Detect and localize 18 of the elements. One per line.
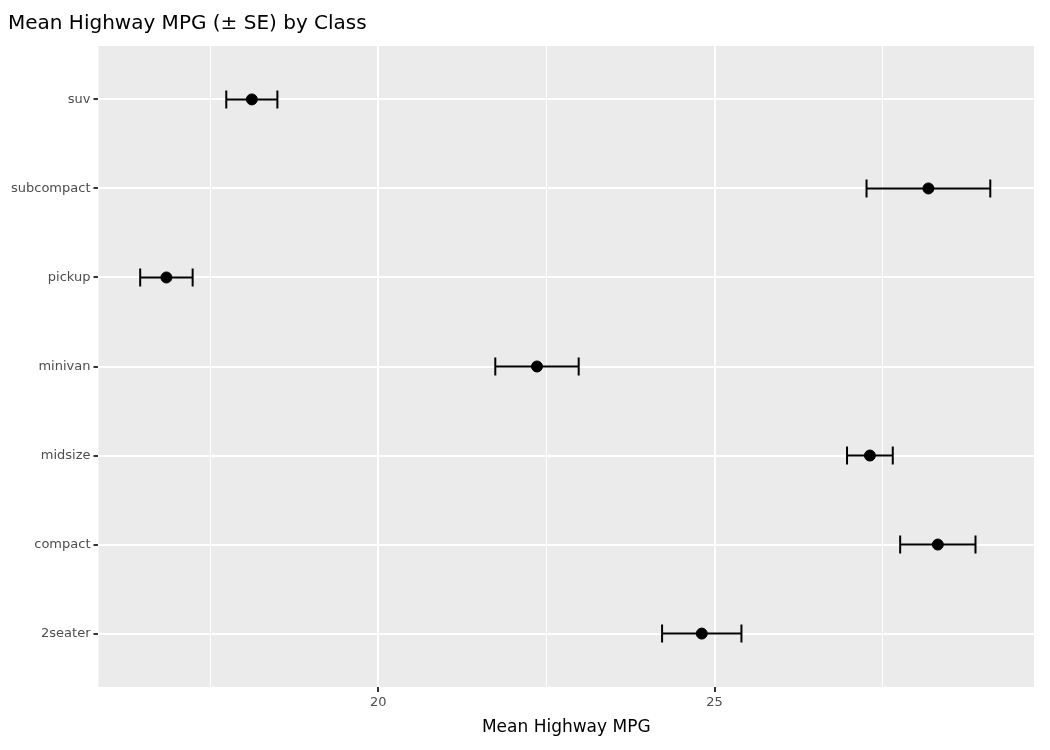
x-tick-label: 25 xyxy=(706,694,723,710)
y-tick-label: suv xyxy=(67,90,91,106)
x-axis-title: Mean Highway MPG xyxy=(481,716,651,737)
y-tick-label: pickup xyxy=(47,268,91,284)
point xyxy=(695,627,708,640)
chart-title: Mean Highway MPG (± SE) by Class xyxy=(8,10,367,35)
y-tick-label: 2seater xyxy=(41,624,92,640)
y-tick-label: subcompact xyxy=(10,179,91,195)
y-tick-label: midsize xyxy=(40,446,91,462)
point xyxy=(931,538,944,551)
y-tick-label: minivan xyxy=(38,357,91,373)
x-tick-label: 20 xyxy=(370,694,387,710)
point xyxy=(245,93,258,106)
y-tick-label: compact xyxy=(34,535,91,551)
point xyxy=(863,449,876,462)
point xyxy=(160,271,173,284)
point xyxy=(922,182,935,195)
point xyxy=(530,360,543,373)
